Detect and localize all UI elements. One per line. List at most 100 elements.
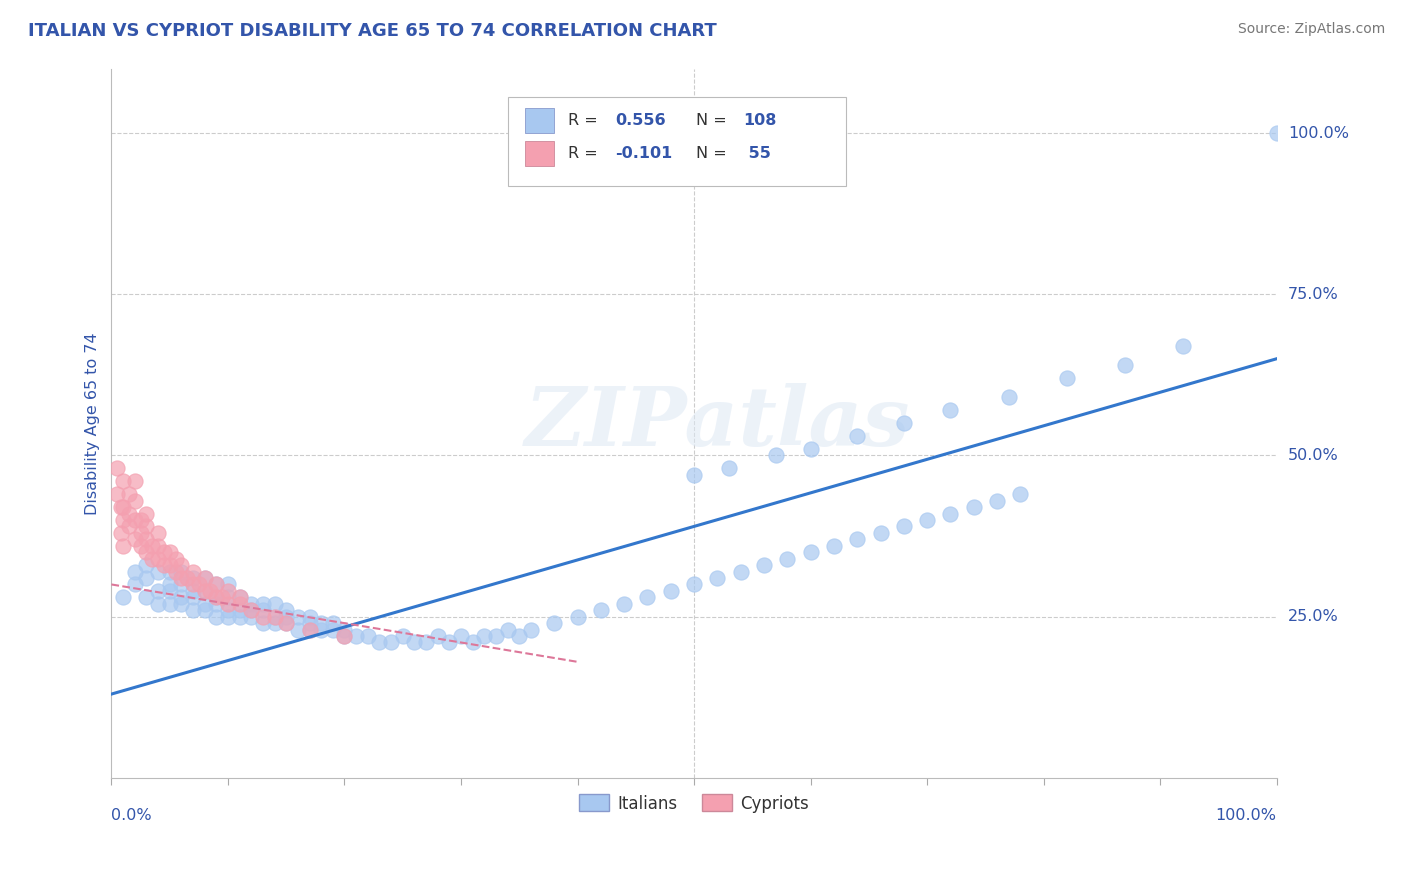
Point <box>205 597 228 611</box>
Point <box>129 513 152 527</box>
Point <box>200 583 222 598</box>
Point <box>567 609 589 624</box>
Point <box>112 500 135 514</box>
Point <box>461 635 484 649</box>
Point <box>496 623 519 637</box>
Text: ZIPatlas: ZIPatlas <box>524 384 910 463</box>
Point <box>205 591 228 605</box>
Point <box>159 583 181 598</box>
Point <box>683 577 706 591</box>
Point <box>1010 487 1032 501</box>
Point <box>287 609 309 624</box>
Point <box>112 475 135 489</box>
Point <box>613 597 636 611</box>
Point <box>205 577 228 591</box>
Point <box>520 623 543 637</box>
Text: R =: R = <box>568 146 603 161</box>
Point <box>915 513 938 527</box>
Point <box>170 591 193 605</box>
Point <box>211 591 233 605</box>
Point <box>426 629 449 643</box>
Text: R =: R = <box>568 112 603 128</box>
Point <box>309 616 332 631</box>
Point <box>846 429 869 443</box>
Point <box>135 545 157 559</box>
Point <box>181 591 204 605</box>
Point <box>170 565 193 579</box>
FancyBboxPatch shape <box>508 97 845 186</box>
Point <box>252 597 274 611</box>
Point <box>141 551 163 566</box>
Point <box>159 577 181 591</box>
Point <box>683 467 706 482</box>
Point <box>276 603 298 617</box>
Text: N =: N = <box>696 146 733 161</box>
Text: 55: 55 <box>742 146 770 161</box>
Point <box>298 616 321 631</box>
Point <box>217 591 239 605</box>
Point <box>1114 358 1136 372</box>
Point <box>159 558 181 573</box>
Point <box>333 623 356 637</box>
Point <box>276 616 298 631</box>
Text: ITALIAN VS CYPRIOT DISABILITY AGE 65 TO 74 CORRELATION CHART: ITALIAN VS CYPRIOT DISABILITY AGE 65 TO … <box>28 22 717 40</box>
Point <box>276 609 298 624</box>
Point <box>170 558 193 573</box>
Point <box>124 513 146 527</box>
Text: 75.0%: 75.0% <box>1288 286 1339 301</box>
Point <box>415 635 437 649</box>
Point <box>485 629 508 643</box>
Point <box>1265 126 1288 140</box>
Point <box>146 565 169 579</box>
Point <box>176 571 198 585</box>
Point <box>217 597 239 611</box>
Point <box>263 609 285 624</box>
Point <box>1056 371 1078 385</box>
Point <box>181 565 204 579</box>
Point <box>939 403 962 417</box>
Text: 108: 108 <box>742 112 776 128</box>
Point <box>205 609 228 624</box>
Point <box>170 597 193 611</box>
Point <box>118 519 141 533</box>
Point <box>450 629 472 643</box>
Point <box>194 603 217 617</box>
Point <box>112 513 135 527</box>
Point <box>404 635 426 649</box>
Point <box>263 616 285 631</box>
Point <box>263 597 285 611</box>
Point <box>165 551 187 566</box>
Point <box>228 603 250 617</box>
Point <box>344 629 367 643</box>
Point <box>135 591 157 605</box>
Y-axis label: Disability Age 65 to 74: Disability Age 65 to 74 <box>86 332 100 515</box>
Point <box>252 616 274 631</box>
Point <box>869 525 891 540</box>
Point <box>240 597 263 611</box>
Point <box>124 565 146 579</box>
Point <box>181 577 204 591</box>
Point <box>893 519 915 533</box>
Point <box>1173 339 1195 353</box>
Point <box>135 507 157 521</box>
Point <box>135 533 157 547</box>
Point <box>659 583 682 598</box>
Text: 0.556: 0.556 <box>614 112 665 128</box>
Point <box>194 571 217 585</box>
Point <box>589 603 612 617</box>
Point <box>170 577 193 591</box>
Point <box>718 461 741 475</box>
Point <box>105 487 128 501</box>
Legend: Italians, Cypriots: Italians, Cypriots <box>572 788 815 819</box>
Point <box>187 577 209 591</box>
Point <box>129 525 152 540</box>
Text: -0.101: -0.101 <box>614 146 672 161</box>
Point <box>194 583 217 598</box>
Point <box>730 565 752 579</box>
Text: 100.0%: 100.0% <box>1288 126 1348 141</box>
Point <box>159 565 181 579</box>
Bar <box>524 141 554 166</box>
Point <box>706 571 728 585</box>
Point <box>391 629 413 643</box>
Point <box>368 635 391 649</box>
